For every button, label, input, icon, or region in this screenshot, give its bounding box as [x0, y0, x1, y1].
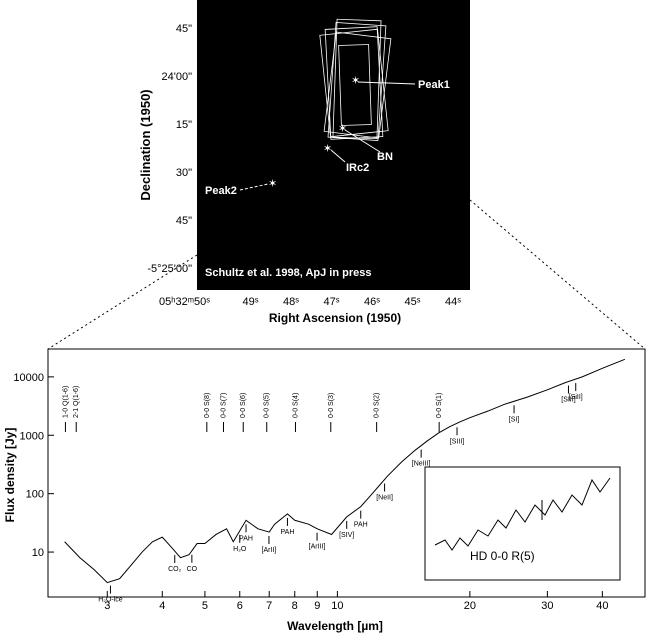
y-tick-label: 15": [176, 119, 192, 131]
feature-label: PAH: [281, 529, 295, 536]
y-tick-label: 100: [26, 489, 44, 501]
plot-frame: [47, 348, 646, 598]
x-tick-label: 20: [464, 600, 476, 612]
feature-label: [ArIII]: [309, 544, 326, 551]
feature-label: H₂O: [233, 546, 247, 553]
h2-label: 0-0 S(3): [328, 393, 335, 418]
h2-label: 0-0 S(6): [240, 393, 247, 418]
x-tick-label: 10: [331, 600, 343, 612]
h2-label: 0-0 S(7): [220, 393, 227, 418]
x-tick-label: 4: [159, 600, 165, 612]
source-label: Peak2: [205, 185, 237, 197]
feature-label: [NeII]: [376, 494, 393, 501]
inset-line: [434, 477, 611, 551]
svg-text:✶: ✶: [268, 178, 277, 190]
h2-label: 0-0 S(5): [264, 393, 271, 418]
feature-label: [SIII]: [450, 438, 464, 445]
x-tick-label: 44ˢ: [445, 296, 461, 308]
y-label: Declination (1950): [138, 89, 153, 200]
feature-label: CO₂: [168, 566, 182, 573]
y-tick-label: 30": [176, 167, 192, 179]
source-label: IRc2: [346, 162, 369, 174]
feature-label: [SIII]: [561, 397, 575, 404]
h2-label: 0-0 S(2): [374, 393, 381, 418]
source-label: Peak1: [418, 79, 450, 91]
x-tick-label: 30: [541, 600, 553, 612]
h2-label: 2-1 Q(1-6): [73, 386, 80, 418]
x-tick-label: 40: [596, 600, 608, 612]
h2-label: 0-0 S(4): [292, 393, 299, 418]
feature-label: PAH: [239, 535, 253, 542]
x-tick-label: 47ˢ: [324, 296, 340, 308]
x-tick-label: 5: [202, 600, 208, 612]
y-tick-label: 10: [32, 547, 44, 559]
y-label: Flux density [Jy]: [3, 428, 17, 523]
x-tick-label: 7: [266, 600, 272, 612]
x-tick-label: 49ˢ: [243, 296, 259, 308]
x-tick-label: 45ˢ: [405, 296, 421, 308]
feature-label: [SI]: [509, 416, 520, 423]
feature-label: [SIV]: [339, 532, 354, 539]
zoom-connectors: [47, 199, 646, 350]
image-panel: [197, 0, 470, 290]
h2-label: 1-0 Q(1-6): [62, 386, 69, 418]
y-tick-label: -5°25'00": [147, 263, 192, 275]
feature-label: [SiII]: [569, 394, 583, 401]
x-tick-label: 8: [292, 600, 298, 612]
source-label: BN: [377, 151, 393, 163]
credit: Schultz et al. 1998, ApJ in press: [205, 267, 372, 279]
x-tick-label: 48ˢ: [283, 296, 299, 308]
y-tick-label: 24'00": [162, 71, 193, 83]
x-tick-label: 05ʰ32ᵐ50ˢ: [159, 296, 210, 308]
feature-label: [NeIII]: [412, 461, 431, 468]
x-label: Right Ascension (1950): [269, 311, 401, 325]
spectrum: [64, 358, 626, 584]
source-markers: ✶ ✶ ✶ ✶: [239, 75, 416, 191]
svg-text:✶: ✶: [338, 123, 347, 135]
feature-label: PAH: [354, 522, 368, 529]
feature-label: H₂O-ice: [98, 597, 123, 604]
h2-label: 0-0 S(8): [204, 393, 211, 418]
inset: [424, 466, 621, 581]
x-label: Wavelength [µm]: [287, 619, 383, 633]
feature-label: [ArII]: [262, 547, 277, 554]
y-tick-label: 45": [176, 23, 192, 35]
x-tick-label: 6: [237, 600, 243, 612]
x-tick-label: 9: [314, 600, 320, 612]
svg-text:✶: ✶: [323, 143, 332, 155]
x-tick-label: 46ˢ: [364, 296, 380, 308]
h2-label: 0-0 S(1): [436, 393, 443, 418]
y-tick-label: 45": [176, 215, 192, 227]
y-tick-label: 1000: [20, 430, 44, 442]
x-tick-label: 3: [104, 600, 110, 612]
y-tick-label: 10000: [13, 372, 44, 384]
svg-text:✶: ✶: [351, 75, 360, 87]
inset-label: HD 0-0 R(5): [470, 549, 535, 563]
feature-label: CO: [187, 566, 198, 573]
